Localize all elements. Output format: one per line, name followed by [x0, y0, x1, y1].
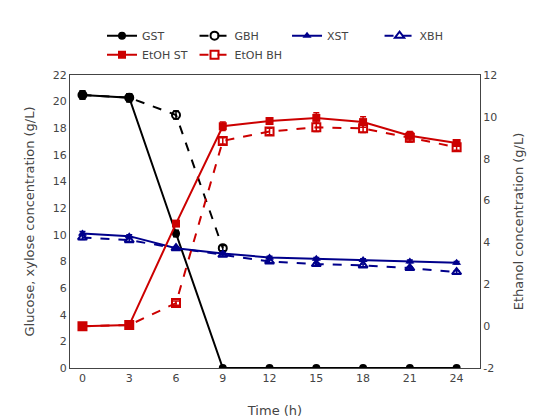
svg-text:Ethanol concentration (g/L): Ethanol concentration (g/L)	[511, 133, 526, 311]
svg-text:14: 14	[53, 175, 67, 188]
svg-text:6: 6	[60, 282, 67, 295]
svg-text:18: 18	[53, 122, 67, 135]
svg-text:10: 10	[53, 229, 67, 242]
svg-text:18: 18	[356, 372, 370, 385]
svg-text:Time (h): Time (h)	[247, 403, 302, 418]
svg-text:15: 15	[309, 372, 323, 385]
svg-text:0: 0	[60, 362, 67, 375]
svg-text:XST: XST	[327, 30, 349, 43]
svg-text:EtOH ST: EtOH ST	[142, 49, 188, 62]
svg-text:0: 0	[79, 372, 86, 385]
svg-text:2: 2	[60, 335, 67, 348]
svg-text:6: 6	[173, 372, 180, 385]
svg-text:8: 8	[483, 153, 490, 166]
svg-text:9: 9	[219, 372, 226, 385]
svg-text:Glucose, xylose concentration: Glucose, xylose concentration (g/L)	[22, 106, 37, 336]
svg-text:22: 22	[53, 69, 67, 82]
svg-text:12: 12	[263, 372, 277, 385]
svg-text:12: 12	[53, 202, 67, 215]
svg-text:16: 16	[53, 149, 67, 162]
svg-text:EtOH BH: EtOH BH	[235, 49, 283, 62]
svg-text:GBH: GBH	[235, 30, 259, 43]
svg-text:4: 4	[60, 309, 67, 322]
svg-text:24: 24	[450, 372, 464, 385]
svg-text:6: 6	[483, 194, 490, 207]
svg-text:10: 10	[483, 111, 497, 124]
svg-text:4: 4	[483, 236, 490, 249]
svg-text:GST: GST	[142, 30, 165, 43]
svg-text:8: 8	[60, 255, 67, 268]
svg-text:0: 0	[483, 320, 490, 333]
svg-text:12: 12	[483, 69, 497, 82]
svg-text:3: 3	[126, 372, 133, 385]
svg-text:XBH: XBH	[420, 30, 443, 43]
svg-text:2: 2	[483, 278, 490, 291]
svg-text:-2: -2	[483, 362, 494, 375]
svg-text:21: 21	[403, 372, 417, 385]
svg-text:20: 20	[53, 95, 67, 108]
